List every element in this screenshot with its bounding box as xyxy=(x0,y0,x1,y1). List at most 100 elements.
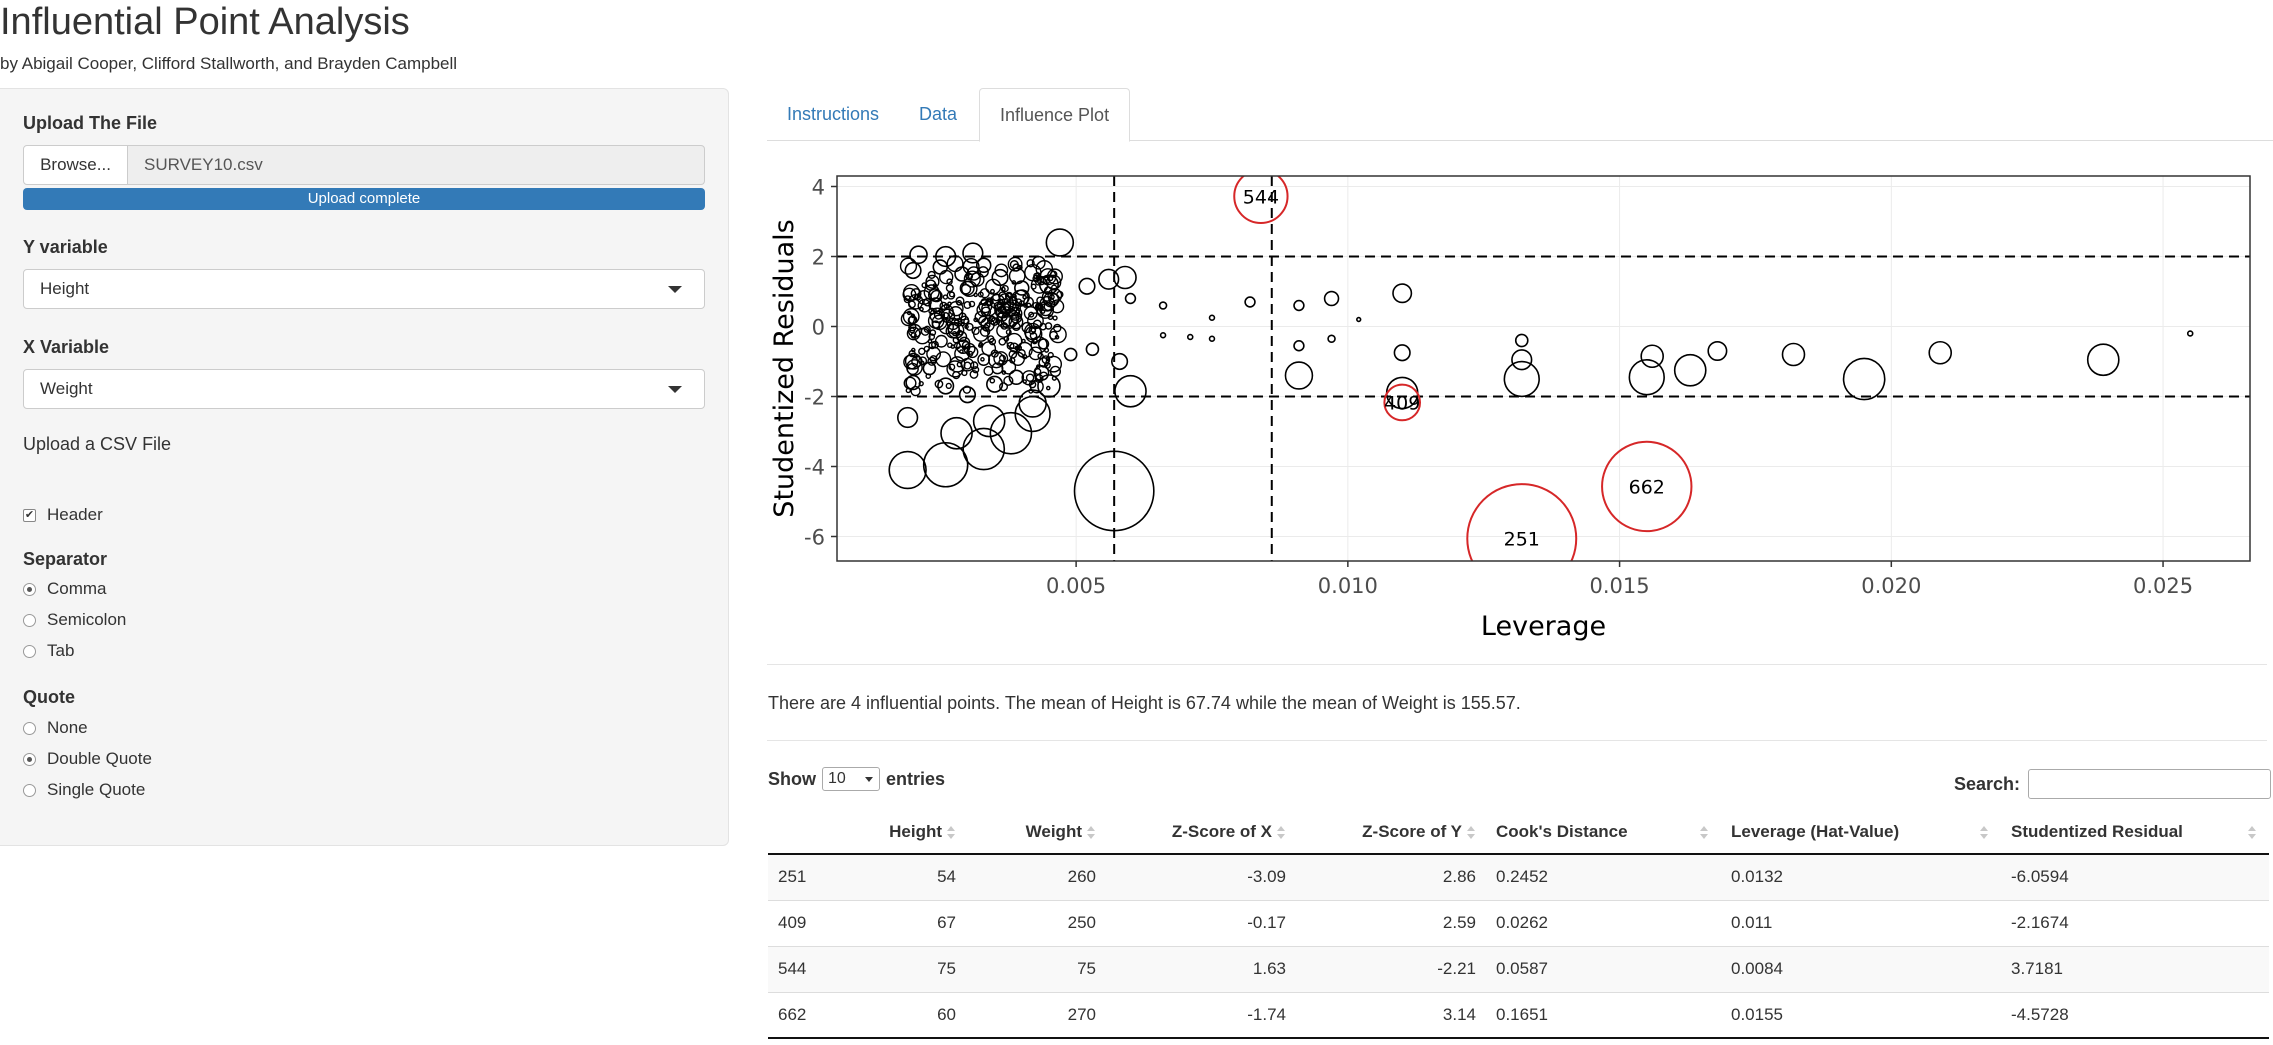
data-point xyxy=(1842,357,1886,401)
data-point xyxy=(943,303,950,309)
separator-option-semicolon[interactable]: Semicolon xyxy=(23,610,126,630)
data-point xyxy=(1001,284,1009,293)
x-tick-label: 0.020 xyxy=(1861,574,1921,598)
data-point xyxy=(991,268,1009,287)
data-point xyxy=(959,280,975,296)
col-header-z-score-x[interactable]: Z-Score of X xyxy=(1106,811,1296,855)
data-point xyxy=(980,357,985,362)
data-point xyxy=(1159,331,1167,339)
data-point xyxy=(981,341,997,356)
tab-influence-plot[interactable]: Influence Plot xyxy=(979,88,1131,142)
quote-option-double[interactable]: Double Quote xyxy=(23,749,152,769)
data-point xyxy=(932,307,937,313)
separator-option-comma[interactable]: Comma xyxy=(23,579,107,599)
app-subtitle: by Abigail Cooper, Clifford Stallworth, … xyxy=(0,54,458,73)
data-point xyxy=(903,295,912,304)
col-header-cooks-distance[interactable]: Cook's Distance xyxy=(1486,811,1721,855)
influential-point xyxy=(1601,440,1693,533)
influence-summary: There are 4 influential points. The mean… xyxy=(768,693,1521,713)
col-header-height[interactable]: Height xyxy=(856,811,966,855)
data-point xyxy=(1085,342,1100,357)
x-variable-label: X Variable xyxy=(23,337,110,357)
x-axis-title: Leverage xyxy=(1481,611,1606,642)
quote-option-none[interactable]: None xyxy=(23,718,88,738)
data-point xyxy=(929,307,946,324)
table-cell: -6.0594 xyxy=(2001,853,2269,900)
table-cell: -3.09 xyxy=(1106,853,1296,900)
data-point xyxy=(1018,389,1047,418)
data-point xyxy=(1024,325,1043,343)
data-point xyxy=(1038,357,1050,368)
table-cell: -0.17 xyxy=(1106,899,1296,946)
data-point xyxy=(905,374,921,391)
sort-icon xyxy=(1086,825,1096,840)
sort-icon xyxy=(946,825,956,840)
data-point xyxy=(1034,368,1042,376)
col-header-index[interactable] xyxy=(768,811,856,855)
data-point xyxy=(1124,292,1137,305)
quote-option-single[interactable]: Single Quote xyxy=(23,780,145,800)
chevron-down-icon xyxy=(668,386,682,393)
table-row[interactable]: 251 54 260 -3.09 2.86 0.2452 0.0132 -6.0594 xyxy=(768,853,2269,900)
data-point xyxy=(1052,323,1062,333)
table-cell: 270 xyxy=(966,991,1106,1039)
y-variable-select[interactable]: Height xyxy=(23,269,705,309)
data-point xyxy=(1356,316,1362,323)
col-header-leverage[interactable]: Leverage (Hat-Value) xyxy=(1721,811,2001,855)
data-point xyxy=(1323,290,1340,307)
data-point xyxy=(1640,344,1664,369)
data-point xyxy=(1158,301,1168,310)
influential-point-label: 662 xyxy=(1629,476,1665,498)
table-cell: 0.0132 xyxy=(1721,853,2001,900)
data-point xyxy=(1514,333,1529,348)
data-point xyxy=(1928,340,1953,365)
radio-icon xyxy=(23,613,36,627)
tab-data[interactable]: Data xyxy=(919,104,958,124)
separator-option-tab[interactable]: Tab xyxy=(23,641,74,661)
browse-button[interactable]: Browse... xyxy=(23,145,128,185)
data-point xyxy=(1014,345,1020,351)
table-row[interactable]: 662 60 270 -1.74 3.14 0.1651 0.0155 -4.5728 xyxy=(768,991,2269,1039)
table-cell: 0.0262 xyxy=(1486,899,1721,946)
data-point xyxy=(1038,274,1059,295)
data-point xyxy=(1025,373,1035,382)
table-cell: -4.5728 xyxy=(2001,991,2269,1039)
data-point xyxy=(1078,277,1096,295)
data-point xyxy=(906,310,912,316)
search-input[interactable] xyxy=(2028,769,2272,799)
sort-icon xyxy=(1466,825,1476,840)
table-cell: 60 xyxy=(856,991,966,1039)
data-point xyxy=(968,300,976,308)
col-header-studentized-residual[interactable]: Studentized Residual xyxy=(2001,811,2269,855)
header-checkbox-label: Header xyxy=(47,505,103,524)
x-variable-select[interactable]: Weight xyxy=(23,369,705,409)
data-point xyxy=(897,406,919,429)
separator-option-label: Tab xyxy=(47,641,75,660)
data-point xyxy=(1036,301,1055,319)
entries-select[interactable]: 10 xyxy=(822,767,880,791)
header-checkbox[interactable]: ✔ Header xyxy=(23,505,103,525)
y-tick-label: 0 xyxy=(812,316,825,340)
data-point xyxy=(907,315,917,325)
table-cell: 0.2452 xyxy=(1486,853,1721,900)
data-point xyxy=(1293,340,1305,352)
file-name-field[interactable]: SURVEY10.csv xyxy=(128,145,705,185)
col-header-z-score-y[interactable]: Z-Score of Y xyxy=(1296,811,1486,855)
separator-label: Separator xyxy=(23,549,108,569)
radio-selected-icon xyxy=(23,582,36,596)
table-cell: 251 xyxy=(768,853,856,900)
table-cell: 662 xyxy=(768,991,856,1039)
data-point xyxy=(921,282,928,289)
data-point xyxy=(910,332,917,339)
table-cell: 0.011 xyxy=(1721,899,2001,946)
data-point xyxy=(910,385,921,397)
divider xyxy=(767,740,2267,741)
data-point xyxy=(1005,329,1012,336)
data-point xyxy=(986,375,1004,393)
data-point xyxy=(1707,340,1728,362)
table-row[interactable]: 409 67 250 -0.17 2.59 0.0262 0.011 -2.1674 xyxy=(768,899,2269,946)
col-header-weight[interactable]: Weight xyxy=(966,811,1106,855)
data-point xyxy=(1014,298,1023,306)
table-row[interactable]: 544 75 75 1.63 -2.21 0.0587 0.0084 3.7181 xyxy=(768,945,2269,992)
tab-instructions[interactable]: Instructions xyxy=(787,104,880,124)
